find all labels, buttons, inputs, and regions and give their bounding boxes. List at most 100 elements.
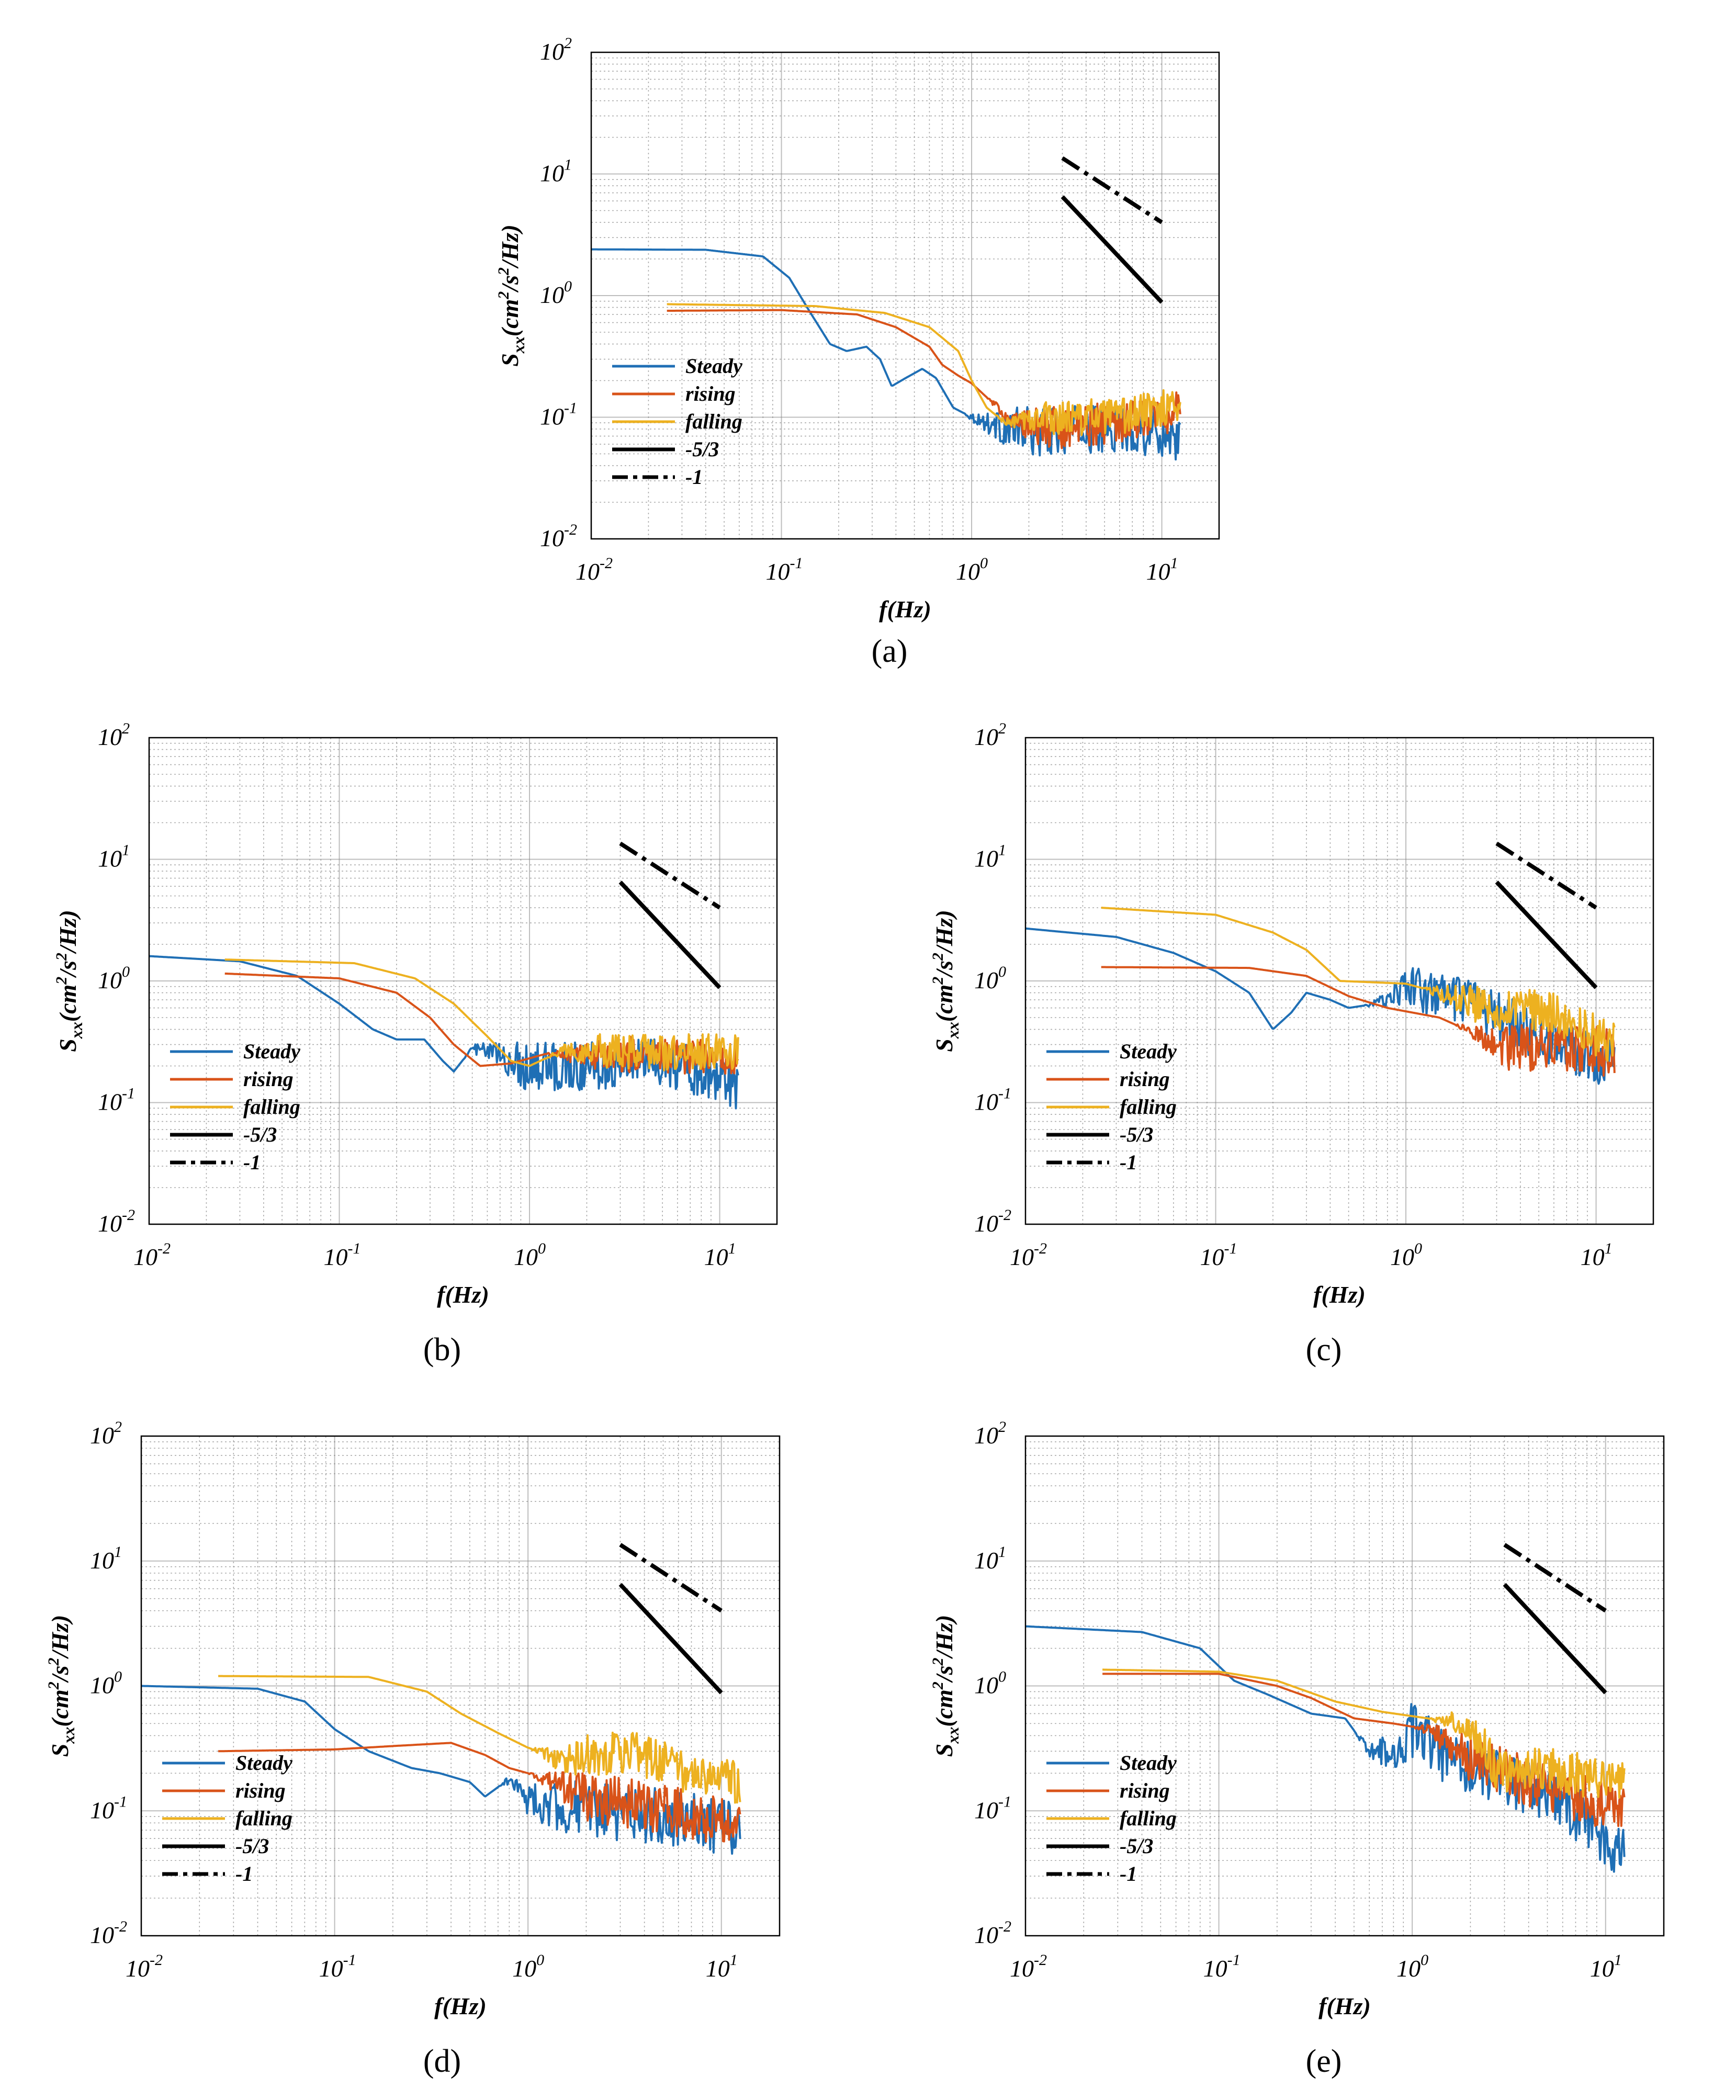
series-line-falling [1101,907,1616,1062]
y-tick-label: 101 [974,842,1006,872]
series-line-falling [218,1675,741,1804]
legend-label: Steady [235,1751,292,1775]
x-tick-label: 101 [1590,1951,1622,1982]
slope-line-minus-5-3 [618,880,722,989]
legend-label: -1 [685,465,703,489]
y-tick-label: 10-2 [90,1918,127,1948]
x-tick-label: 10-2 [1010,1951,1047,1982]
legend-label: rising [1120,1067,1170,1091]
series-line-steady [141,1685,741,1855]
axes-box [1024,737,1654,1225]
y-tick-label: 101 [540,156,572,187]
x-axis-title: f(Hz) [434,1993,487,2019]
x-tick-label: 101 [1581,1240,1613,1270]
axes-box [590,51,1220,540]
slope-line-minus-1 [1061,156,1163,224]
x-tick-label: 101 [706,1951,738,1982]
y-tick-label: 102 [974,720,1006,750]
y-tick-label: 102 [974,1418,1006,1449]
x-tick-label: 10-1 [1203,1951,1241,1982]
x-tick-label: 10-2 [133,1240,171,1270]
y-tick-label: 10-2 [974,1918,1011,1948]
grid [149,738,777,1224]
panel-caption: (e) [1306,2043,1342,2079]
axes-box [140,1435,781,1937]
series-line-falling [667,303,1181,436]
legend-label: rising [685,382,736,405]
axes-box [1024,1435,1665,1937]
legend-label: -5/3 [1120,1123,1153,1146]
y-tick-label: 10-1 [98,1085,135,1115]
x-axis-title: f(Hz) [1318,1993,1371,2019]
chart-panel-e: 10-2 10-1 100 101 10-2 10-1 100 101 102 f(Hz) Sxx(… [929,1418,1665,2079]
x-tick-label: 101 [704,1240,736,1270]
series-line-falling [1102,1668,1626,1799]
y-tick-label: 100 [90,1668,122,1699]
x-tick-label: 10-1 [324,1240,361,1270]
grid [141,1436,780,1936]
slope-line-minus-1 [619,841,721,910]
slope-line-minus-1 [1495,841,1597,910]
panel-caption: (a) [872,634,908,669]
legend-label: falling [1120,1807,1177,1830]
legend-label: -5/3 [243,1123,277,1146]
series-line-rising [1102,1673,1626,1827]
chart-panel-a: 10-2 10-1 100 101 10-2 10-1 100 101 102 f(Hz) Sxx(… [495,35,1220,669]
y-tick-label: 10-1 [90,1793,127,1823]
series-line-rising [218,1742,741,1843]
panel-caption: (b) [423,1332,461,1368]
series-line-steady [591,248,1181,461]
y-tick-label: 102 [90,1418,122,1449]
series-line-falling [224,958,739,1071]
x-tick-label: 10-1 [319,1951,356,1982]
y-axis-title: Sxx(cm2/s2/Hz) [929,1615,962,1757]
legend-label: -1 [235,1862,253,1886]
y-tick-label: 100 [540,278,572,308]
series-line-rising [1101,966,1616,1077]
y-tick-label: 100 [974,1668,1006,1699]
y-axis-title: Sxx(cm2/s2/Hz) [53,910,86,1052]
slope-line-minus-5-3 [1495,880,1598,989]
chart-panel-c: 10-2 10-1 100 101 10-2 10-1 100 101 102 f(Hz) Sxx(… [929,720,1654,1368]
legend-label: Steady [1120,1040,1177,1063]
legend-label: -5/3 [235,1834,269,1858]
y-tick-label: 101 [90,1543,122,1574]
legend-label: rising [235,1779,286,1802]
y-tick-label: 100 [974,963,1006,993]
panel-caption: (c) [1306,1332,1342,1368]
x-tick-label: 10-2 [576,555,613,585]
y-tick-label: 10-1 [540,400,577,430]
legend-label: falling [1120,1095,1177,1119]
axes-box [148,737,778,1225]
legend-label: -1 [1120,1150,1137,1174]
x-tick-label: 100 [1396,1951,1428,1982]
y-axis-title: Sxx(cm2/s2/Hz) [929,910,962,1052]
x-tick-label: 100 [956,555,988,585]
x-axis-title: f(Hz) [879,596,931,623]
y-tick-label: 10-2 [974,1206,1011,1237]
x-axis-title: f(Hz) [437,1281,489,1308]
x-tick-label: 100 [514,1240,546,1270]
x-tick-label: 101 [1146,555,1178,585]
x-tick-label: 10-1 [1200,1240,1237,1270]
legend-label: -5/3 [685,437,719,461]
slope-line-minus-1 [1503,1543,1607,1613]
slope-line-minus-1 [619,1543,723,1613]
legend-label: falling [685,410,742,433]
x-axis-title: f(Hz) [1313,1281,1366,1308]
slope-line-minus-5-3 [1061,195,1164,304]
chart-panel-d: 10-2 10-1 100 101 10-2 10-1 100 101 102 f(Hz) Sxx(… [45,1418,781,2079]
y-tick-label: 100 [98,963,130,993]
x-tick-label: 10-1 [766,555,803,585]
slope-line-minus-5-3 [1503,1583,1607,1695]
legend-label: Steady [1120,1751,1177,1775]
series-line-rising [667,309,1181,449]
legend-label: -5/3 [1120,1834,1153,1858]
x-tick-label: 10-2 [126,1951,163,1982]
y-tick-label: 101 [974,1543,1006,1574]
legend-label: falling [243,1095,300,1119]
legend-label: falling [235,1807,292,1830]
legend-label: -1 [1120,1862,1137,1886]
x-tick-label: 100 [1390,1240,1422,1270]
y-tick-label: 102 [540,35,572,65]
